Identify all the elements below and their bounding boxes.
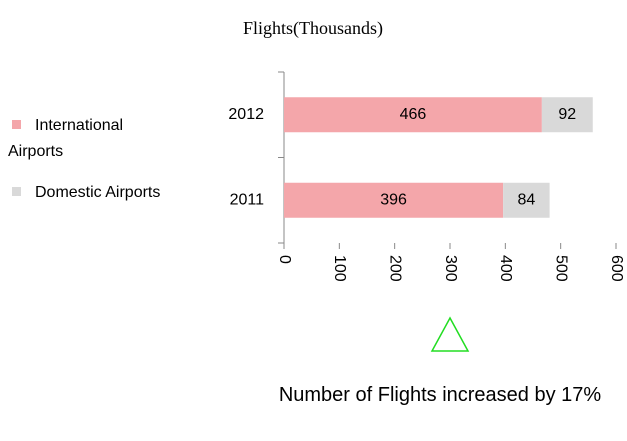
bar-segment — [503, 182, 550, 218]
legend-swatch — [12, 120, 21, 129]
legend-item: International Airports — [8, 113, 158, 165]
x-tick-label: 100 — [331, 255, 348, 282]
data-label: 396 — [380, 191, 407, 208]
data-label: 84 — [517, 191, 535, 208]
chart-title: Flights(Thousands) — [243, 18, 383, 39]
x-tick-label: 300 — [442, 255, 459, 282]
legend-label: Domestic Airports — [35, 184, 161, 201]
x-tick-label: 200 — [386, 255, 403, 282]
data-label: 466 — [400, 106, 427, 123]
bar-segment — [284, 182, 504, 218]
legend-swatch — [12, 187, 21, 196]
y-tick-label: 2011 — [230, 191, 265, 208]
x-tick-label: 500 — [552, 255, 569, 282]
x-tick-label: 0 — [276, 255, 293, 264]
bar-segment — [541, 97, 593, 133]
data-label: 92 — [558, 106, 576, 123]
y-tick-label: 2012 — [228, 106, 264, 123]
legend-label: International Airports — [8, 117, 124, 160]
x-tick-label: 600 — [608, 255, 625, 282]
x-tick-label: 400 — [497, 255, 514, 282]
annotation: Number of Flights increased by 17% — [278, 384, 602, 406]
triangle-icon — [430, 316, 470, 352]
legend-item: Domestic Airports — [8, 180, 183, 206]
bar-segment — [284, 97, 542, 133]
